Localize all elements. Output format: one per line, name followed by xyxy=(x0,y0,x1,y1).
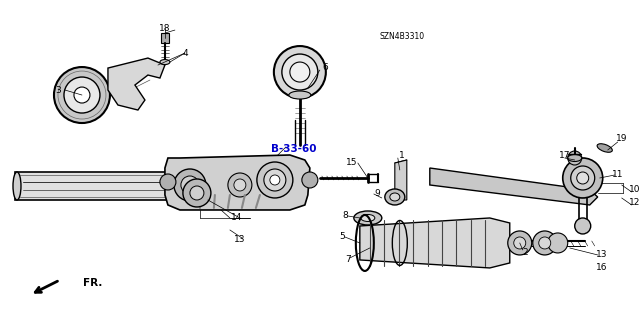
Polygon shape xyxy=(15,172,175,200)
Text: 13: 13 xyxy=(596,250,607,259)
Text: 5: 5 xyxy=(339,233,345,241)
Text: 9: 9 xyxy=(374,189,380,198)
Text: B-33-60: B-33-60 xyxy=(271,144,317,154)
Circle shape xyxy=(282,54,318,90)
Circle shape xyxy=(190,186,204,200)
Text: 6: 6 xyxy=(322,63,328,71)
Polygon shape xyxy=(108,58,165,110)
Circle shape xyxy=(181,176,199,194)
Circle shape xyxy=(532,231,557,255)
Polygon shape xyxy=(360,218,510,268)
Circle shape xyxy=(74,87,90,103)
Text: 15: 15 xyxy=(346,159,358,167)
Text: FR.: FR. xyxy=(83,278,102,288)
Text: 8: 8 xyxy=(342,211,348,220)
Circle shape xyxy=(54,67,110,123)
Text: 1: 1 xyxy=(399,151,404,160)
Ellipse shape xyxy=(160,60,170,64)
Polygon shape xyxy=(430,168,598,205)
Circle shape xyxy=(174,169,206,201)
Text: 18: 18 xyxy=(159,24,171,33)
Circle shape xyxy=(264,169,286,191)
Text: 10: 10 xyxy=(629,185,640,195)
Text: 14: 14 xyxy=(231,213,243,222)
Circle shape xyxy=(257,162,293,198)
Text: 4: 4 xyxy=(182,48,188,57)
Ellipse shape xyxy=(597,144,612,152)
Circle shape xyxy=(577,172,589,184)
Ellipse shape xyxy=(385,189,405,205)
Text: 16: 16 xyxy=(596,263,607,272)
Ellipse shape xyxy=(13,172,21,200)
Text: 2: 2 xyxy=(522,249,527,257)
Circle shape xyxy=(539,237,551,249)
Circle shape xyxy=(274,46,326,98)
Ellipse shape xyxy=(390,193,400,201)
Ellipse shape xyxy=(354,211,382,225)
Text: 13: 13 xyxy=(234,235,246,244)
Text: 19: 19 xyxy=(616,134,627,143)
Circle shape xyxy=(571,166,595,190)
Ellipse shape xyxy=(289,91,311,99)
Circle shape xyxy=(234,179,246,191)
Circle shape xyxy=(302,172,318,188)
Circle shape xyxy=(508,231,532,255)
Circle shape xyxy=(568,151,582,165)
Circle shape xyxy=(64,77,100,113)
Text: 3: 3 xyxy=(55,85,61,94)
Circle shape xyxy=(160,174,176,190)
Text: 11: 11 xyxy=(612,170,623,180)
Ellipse shape xyxy=(361,214,375,221)
Text: 17: 17 xyxy=(559,151,570,160)
Circle shape xyxy=(514,237,525,249)
Polygon shape xyxy=(161,33,169,43)
Polygon shape xyxy=(165,155,310,210)
Ellipse shape xyxy=(568,154,582,161)
Text: 12: 12 xyxy=(629,198,640,207)
Circle shape xyxy=(290,62,310,82)
Circle shape xyxy=(228,173,252,197)
Text: SZN4B3310: SZN4B3310 xyxy=(380,32,425,41)
Circle shape xyxy=(575,218,591,234)
Circle shape xyxy=(563,158,603,198)
Circle shape xyxy=(548,233,568,253)
Circle shape xyxy=(183,179,211,207)
Ellipse shape xyxy=(167,170,179,202)
Polygon shape xyxy=(395,160,407,200)
Circle shape xyxy=(270,175,280,185)
Text: 7: 7 xyxy=(345,256,351,264)
